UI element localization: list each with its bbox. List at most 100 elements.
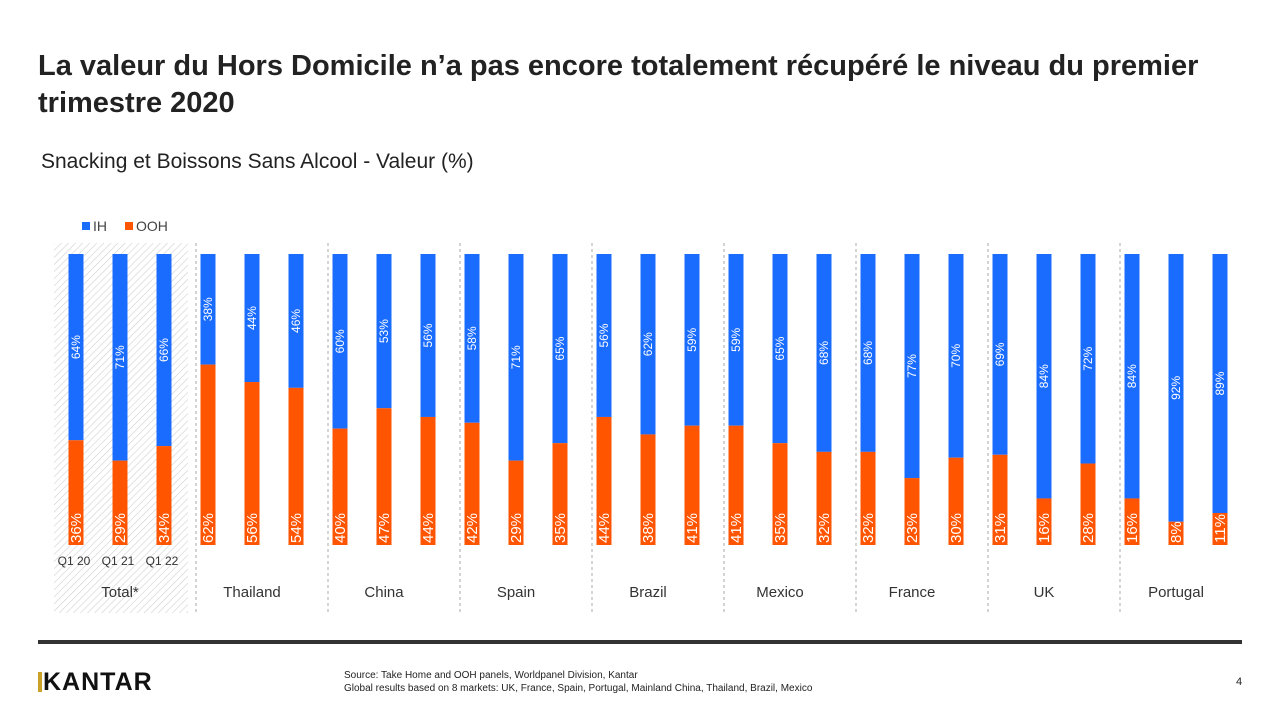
data-label-ih: 77% xyxy=(905,354,919,378)
data-label-ooh: 29% xyxy=(112,513,129,543)
data-label-ih: 46% xyxy=(289,309,303,333)
data-label-ih: 71% xyxy=(113,345,127,369)
data-label-ih: 59% xyxy=(729,328,743,352)
data-label-ooh: 23% xyxy=(904,513,921,543)
legend-label-ih: IH xyxy=(93,218,107,234)
group-label: China xyxy=(364,584,404,601)
bar-ooh xyxy=(1124,498,1140,545)
footer-rule xyxy=(38,640,1242,644)
bar-ih xyxy=(1124,254,1140,499)
kantar-logo: KANTAR xyxy=(38,668,153,697)
bar-ooh xyxy=(332,428,348,545)
data-label-ih: 70% xyxy=(949,344,963,368)
legend-swatch-ih xyxy=(82,222,90,230)
bar-ooh xyxy=(816,451,832,545)
bar-ooh xyxy=(420,416,436,545)
data-label-ih: 65% xyxy=(773,336,787,360)
bar-ooh xyxy=(772,443,788,545)
bar-ooh xyxy=(596,416,612,545)
data-label-ooh: 41% xyxy=(684,513,701,543)
period-label: Q1 20 xyxy=(58,554,91,568)
bar-ih xyxy=(596,254,612,417)
legend-label-ooh: OOH xyxy=(136,218,168,234)
data-label-ooh: 31% xyxy=(992,513,1009,543)
data-label-ooh: 30% xyxy=(948,513,965,543)
group-label: Thailand xyxy=(223,584,281,601)
bar-ih xyxy=(1036,254,1052,499)
data-label-ooh: 35% xyxy=(552,513,569,543)
data-label-ooh: 8% xyxy=(1168,521,1185,543)
data-label-ooh: 16% xyxy=(1036,513,1053,543)
bar-ih xyxy=(420,254,436,417)
data-label-ih: 65% xyxy=(553,336,567,360)
bar-ooh xyxy=(684,425,700,545)
bar-ih xyxy=(332,254,348,429)
bar-ooh xyxy=(288,387,304,545)
data-label-ooh: 44% xyxy=(596,513,613,543)
page-title: La valeur du Hors Domicile n’a pas encor… xyxy=(38,50,1199,119)
period-label: Q1 21 xyxy=(102,554,135,568)
bar-ih xyxy=(112,254,128,461)
data-label-ih: 68% xyxy=(817,341,831,365)
data-label-ih: 72% xyxy=(1081,346,1095,370)
data-label-ooh: 38% xyxy=(640,513,657,543)
source-line: Source: Take Home and OOH panels, Worldp… xyxy=(344,670,638,681)
bar-ooh xyxy=(640,434,656,545)
data-label-ooh: 54% xyxy=(288,513,305,543)
bar-ih xyxy=(728,254,744,426)
bar-ih xyxy=(156,254,172,447)
group-label: Portugal xyxy=(1148,584,1204,601)
bar-ih xyxy=(288,254,304,388)
data-label-ooh: 16% xyxy=(1124,513,1141,543)
bar-ih xyxy=(1168,254,1184,522)
data-label-ooh: 32% xyxy=(816,513,833,543)
group-label: Total* xyxy=(101,584,139,601)
data-label-ih: 56% xyxy=(597,323,611,347)
bar-ih xyxy=(816,254,832,452)
group-label: UK xyxy=(1034,584,1055,601)
data-label-ih: 53% xyxy=(377,319,391,343)
group-label: Mexico xyxy=(756,584,804,601)
data-label-ih: 38% xyxy=(201,297,215,321)
bar-ooh xyxy=(156,446,172,545)
data-label-ooh: 28% xyxy=(1080,513,1097,543)
data-label-ooh: 41% xyxy=(728,513,745,543)
bar-ih xyxy=(904,254,920,479)
data-label-ih: 69% xyxy=(993,342,1007,366)
bar-ooh xyxy=(728,425,744,545)
legend-item-ih: IH xyxy=(82,218,107,234)
markets-line: Global results based on 8 markets: UK, F… xyxy=(344,683,813,694)
bar-ih xyxy=(860,254,876,452)
legend-swatch-ooh xyxy=(125,222,133,230)
bar-ooh xyxy=(1036,498,1052,545)
data-label-ih: 66% xyxy=(157,338,171,362)
data-label-ih: 71% xyxy=(509,345,523,369)
bar-ih xyxy=(640,254,656,435)
bar-ooh xyxy=(376,408,392,545)
group-label: Brazil xyxy=(629,584,667,601)
data-label-ooh: 35% xyxy=(772,513,789,543)
bar-ooh xyxy=(1168,521,1184,545)
data-label-ih: 60% xyxy=(333,329,347,353)
data-label-ih: 62% xyxy=(641,332,655,356)
bar-ooh xyxy=(464,422,480,545)
data-label-ooh: 40% xyxy=(332,513,349,543)
stacked-bar-chart: Total* 64% 36% Q1 20 71% 29% Q1 21 66% 34% Q1 22 T… xyxy=(54,243,1229,613)
page-number: 4 xyxy=(1236,676,1243,688)
data-label-ih: 92% xyxy=(1169,376,1183,400)
legend-item-ooh: OOH xyxy=(125,218,168,234)
bar-ooh xyxy=(552,443,568,545)
bar-ih xyxy=(200,254,216,365)
bar-ooh xyxy=(244,382,260,545)
data-label-ih: 84% xyxy=(1125,364,1139,388)
data-label-ooh: 29% xyxy=(508,513,525,543)
data-label-ooh: 56% xyxy=(244,513,261,543)
bar-ooh xyxy=(948,457,964,545)
data-label-ih: 64% xyxy=(69,335,83,359)
data-label-ooh: 11% xyxy=(1212,514,1229,543)
bar-ooh xyxy=(112,460,128,545)
bar-ooh xyxy=(200,364,216,545)
data-label-ih: 56% xyxy=(421,323,435,347)
bar-ooh xyxy=(992,454,1008,545)
bar-ih xyxy=(244,254,260,383)
